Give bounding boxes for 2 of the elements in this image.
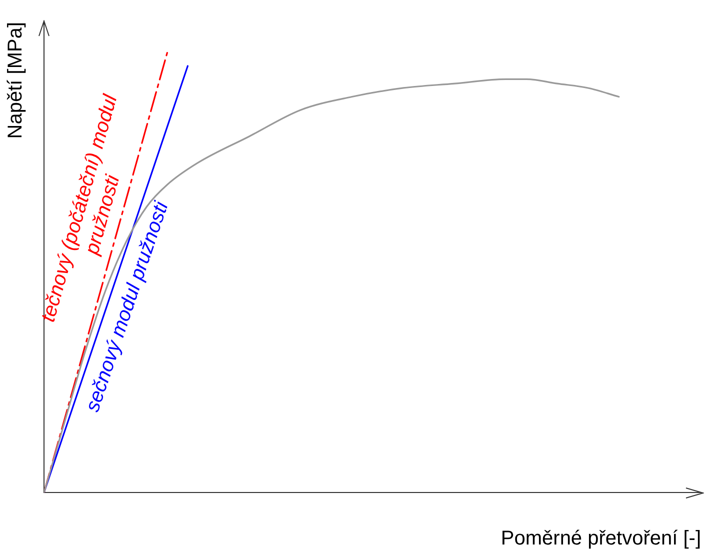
x-axis-title: Poměrné přetvoření [-] (500, 528, 701, 550)
y-axis-title: Napětí [MPa] (4, 22, 27, 139)
